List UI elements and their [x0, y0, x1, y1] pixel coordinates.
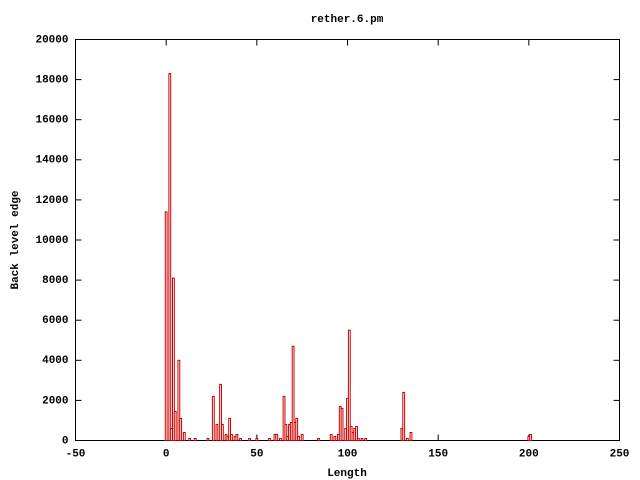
bar [172, 277, 175, 441]
x-tick-label: -50 [66, 448, 86, 460]
bar [255, 437, 259, 441]
bar [360, 437, 364, 441]
y-tick-label: 0 [62, 435, 69, 447]
bar [275, 433, 279, 441]
bar [239, 437, 242, 441]
y-tick-label: 12000 [35, 195, 68, 207]
bar [329, 433, 333, 441]
bar [219, 383, 222, 441]
y-tick-label: 6000 [42, 315, 68, 327]
y-tick-label: 2000 [42, 395, 68, 407]
bar [228, 417, 232, 442]
x-tick-label: 50 [250, 448, 263, 460]
bar [317, 437, 320, 441]
bar [340, 407, 344, 442]
bar [230, 433, 233, 441]
x-tick-label: 250 [610, 448, 630, 460]
bar [206, 437, 210, 441]
bar [215, 423, 219, 441]
bar [409, 431, 413, 442]
bar [279, 437, 282, 441]
y-tick-label: 14000 [35, 155, 68, 167]
bar [188, 437, 192, 441]
x-tick-label: 200 [519, 448, 539, 460]
bar [168, 73, 172, 442]
bar [282, 395, 286, 442]
bar [333, 435, 337, 441]
bar [193, 437, 197, 441]
bar [529, 433, 533, 441]
bar [297, 435, 300, 441]
bar [291, 345, 295, 442]
x-axis-label: Length [327, 468, 367, 480]
y-tick-label: 10000 [35, 235, 68, 247]
bar [248, 437, 251, 441]
bar [347, 329, 351, 442]
bar [355, 425, 358, 441]
x-tick-label: 0 [163, 448, 170, 460]
bar [300, 433, 304, 441]
y-tick-label: 16000 [35, 115, 68, 127]
y-tick-label: 4000 [42, 355, 68, 367]
bar [177, 359, 181, 441]
bar [364, 437, 368, 441]
y-tick-label: 8000 [42, 275, 68, 287]
plot-border [75, 39, 620, 441]
x-tick-label: 150 [428, 448, 448, 460]
bar [284, 423, 288, 441]
y-tick-label: 20000 [35, 34, 68, 46]
x-tick-label: 100 [338, 448, 358, 460]
bar [405, 437, 409, 441]
bar [356, 437, 360, 441]
bar [235, 433, 239, 441]
bar [268, 437, 271, 441]
bar [173, 410, 177, 441]
bar [295, 417, 299, 442]
y-tick-label: 18000 [35, 75, 68, 87]
bar [179, 417, 183, 442]
y-axis-label: Back level edge [10, 190, 22, 289]
bar [182, 431, 186, 442]
chart-title: rether.6.pm [311, 14, 384, 26]
bar [402, 391, 406, 442]
bar [220, 423, 224, 441]
bar [164, 211, 168, 441]
bar [211, 395, 215, 442]
